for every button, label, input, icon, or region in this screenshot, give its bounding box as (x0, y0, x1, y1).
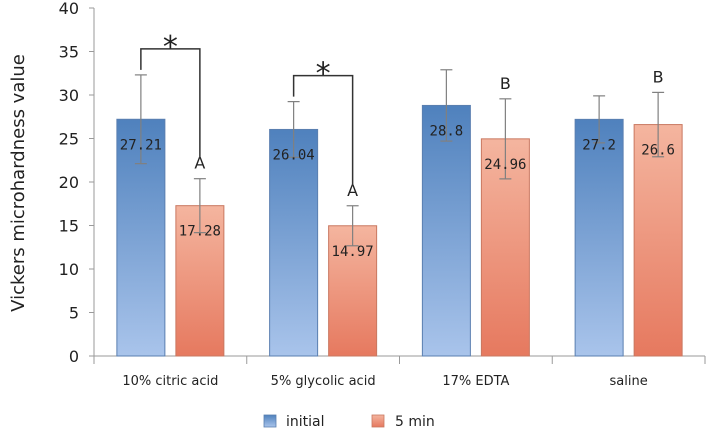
y-tick-label: 20 (59, 173, 79, 192)
group-letter: B (653, 67, 664, 86)
data-label-5min: 14.97 (332, 244, 374, 260)
bar-5min (633, 124, 683, 357)
y-axis-ticks: 0 5 10 15 20 25 30 35 40 (59, 0, 94, 366)
category-labels: 10% citric acid 5% glycolic acid 17% EDTA s… (122, 374, 647, 389)
y-tick-label: 40 (59, 0, 79, 18)
significance-marker: * (163, 30, 178, 65)
x-category-label: 5% glycolic acid (271, 374, 376, 389)
bars: 27.21 17.28 26.04 14.97 28.8 24.96 27.2 26.6 (116, 69, 683, 357)
bar-initial (116, 118, 166, 357)
legend-swatch-5min (371, 414, 385, 428)
x-axis-category-ticks (93, 356, 706, 364)
legend: initial 5 min (263, 414, 435, 430)
group-letter: A (194, 154, 205, 173)
significance-bracket (140, 48, 201, 159)
y-axis-label: Vickers microhardness value (8, 54, 29, 312)
y-tick-label: 10 (59, 260, 79, 279)
y-tick-label: 15 (59, 217, 79, 236)
y-tick-label: 5 (69, 304, 79, 323)
x-category-label: 10% citric acid (122, 374, 218, 389)
y-tick-label: 35 (59, 43, 79, 62)
significance-bracket (292, 74, 354, 186)
annotations: A A B B * * (140, 30, 664, 200)
significance-marker: * (316, 57, 331, 92)
bar-initial (574, 118, 624, 357)
legend-label-initial: initial (286, 414, 325, 430)
y-tick-label: 25 (59, 130, 79, 149)
group-letter: B (500, 74, 511, 93)
data-label-5min: 24.96 (484, 157, 526, 173)
bar-initial (421, 104, 471, 357)
x-category-label: 17% EDTA (442, 374, 509, 389)
y-tick-label: 30 (59, 86, 79, 105)
y-tick-label: 0 (69, 347, 79, 366)
x-category-label: saline (610, 374, 648, 389)
data-label-5min: 26.6 (641, 143, 675, 159)
data-label-initial: 28.8 (430, 123, 464, 139)
group-letter: A (347, 181, 358, 200)
data-label-initial: 26.04 (273, 147, 315, 163)
data-label-initial: 27.21 (120, 137, 162, 153)
data-label-initial: 27.2 (582, 137, 616, 153)
legend-swatch-initial (263, 414, 277, 428)
bar-5min (328, 225, 378, 357)
legend-label-5min: 5 min (395, 414, 435, 430)
data-label-5min: 17.28 (179, 224, 221, 240)
bar-initial (269, 128, 319, 357)
